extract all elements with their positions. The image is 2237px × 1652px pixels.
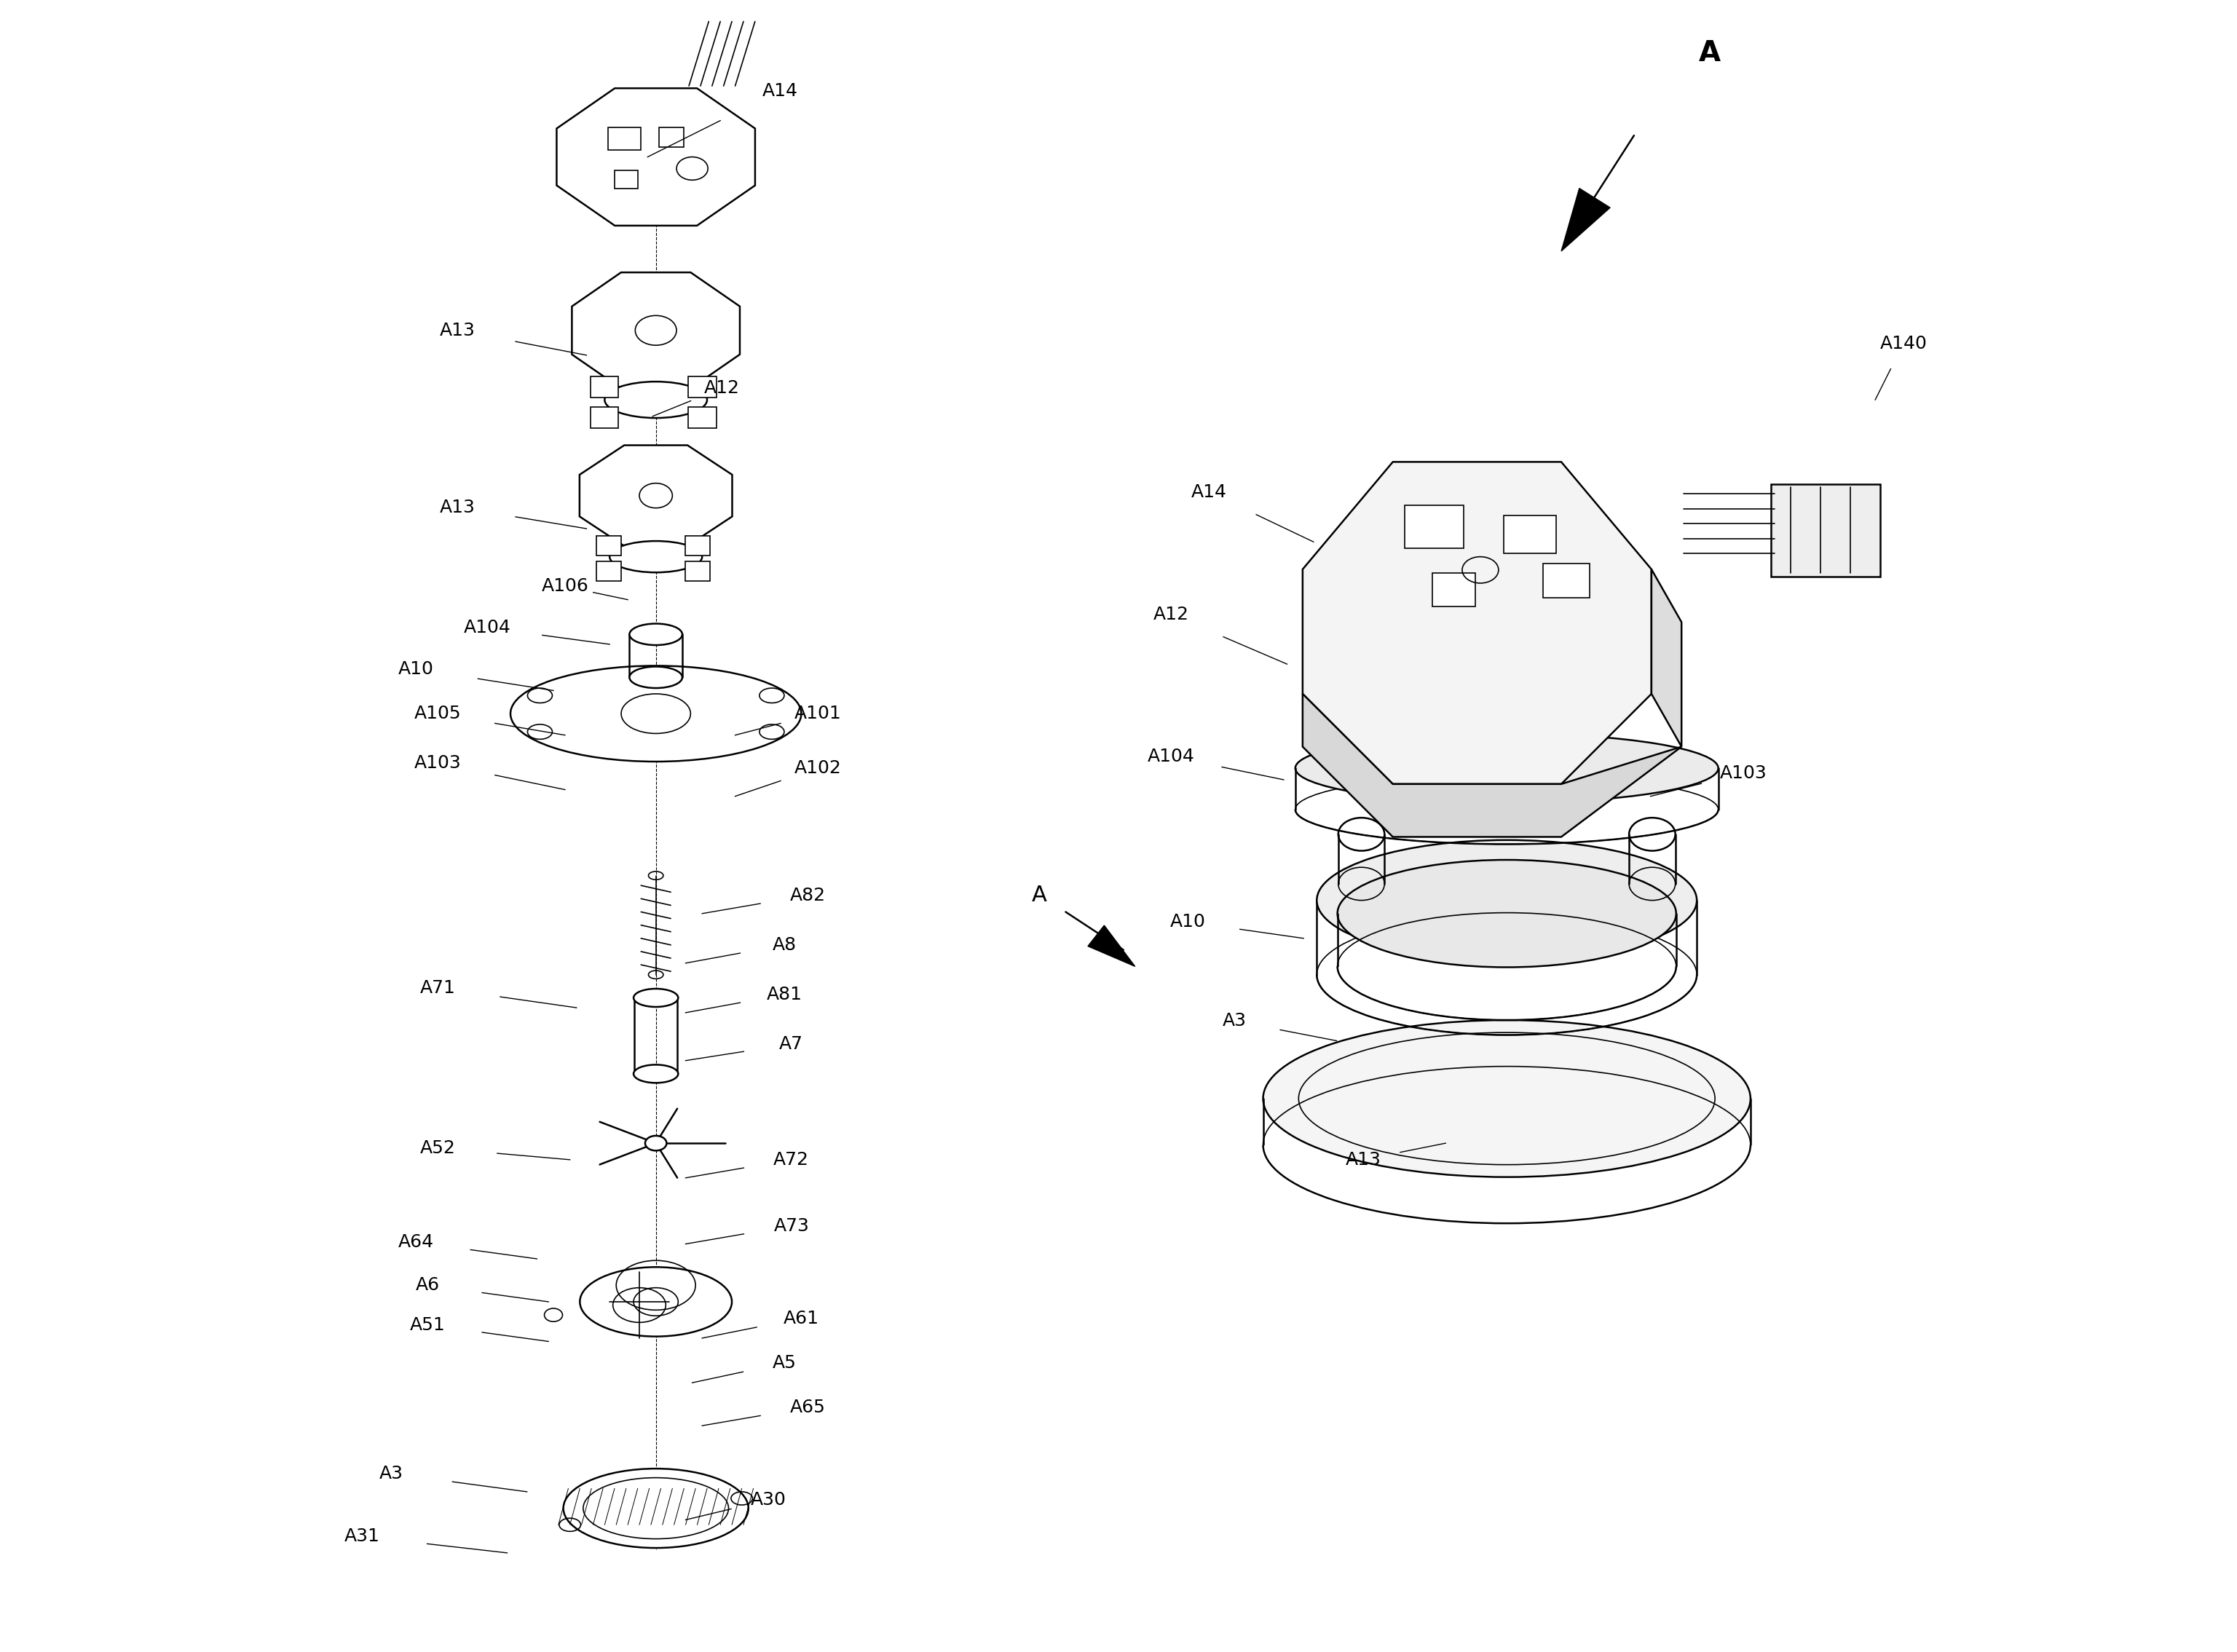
Text: A102: A102 — [794, 760, 841, 776]
Ellipse shape — [1629, 818, 1676, 851]
Polygon shape — [1087, 925, 1134, 966]
Text: A14: A14 — [1192, 484, 1228, 501]
Text: A64: A64 — [398, 1234, 434, 1251]
Polygon shape — [579, 446, 731, 545]
Text: A12: A12 — [705, 380, 740, 396]
FancyBboxPatch shape — [1544, 563, 1591, 598]
FancyBboxPatch shape — [1432, 573, 1476, 606]
Polygon shape — [1302, 694, 1682, 838]
Ellipse shape — [1338, 859, 1676, 966]
Ellipse shape — [644, 1137, 667, 1150]
Polygon shape — [1302, 463, 1651, 785]
Ellipse shape — [579, 1267, 731, 1336]
Text: A61: A61 — [783, 1310, 819, 1327]
Polygon shape — [557, 88, 756, 226]
Text: A105: A105 — [414, 705, 461, 722]
Text: A: A — [1700, 40, 1720, 66]
Text: A82: A82 — [790, 887, 825, 904]
Ellipse shape — [564, 1469, 749, 1548]
Text: A31: A31 — [344, 1528, 380, 1545]
FancyBboxPatch shape — [615, 170, 638, 188]
FancyBboxPatch shape — [660, 127, 685, 147]
FancyBboxPatch shape — [685, 535, 709, 555]
Ellipse shape — [1264, 1019, 1752, 1176]
FancyBboxPatch shape — [1405, 506, 1463, 548]
Text: A103: A103 — [414, 755, 461, 771]
Text: A106: A106 — [541, 578, 588, 595]
Ellipse shape — [1295, 733, 1718, 803]
Text: A3: A3 — [1221, 1013, 1246, 1029]
Text: A3: A3 — [380, 1465, 403, 1482]
Ellipse shape — [528, 689, 553, 704]
Text: A10: A10 — [398, 661, 434, 677]
Ellipse shape — [633, 1064, 678, 1084]
Ellipse shape — [510, 666, 801, 762]
Text: A81: A81 — [767, 986, 803, 1003]
Text: A52: A52 — [421, 1140, 456, 1156]
Ellipse shape — [1318, 839, 1698, 960]
Ellipse shape — [629, 666, 682, 687]
Text: A13: A13 — [1344, 1151, 1380, 1168]
Text: A7: A7 — [778, 1036, 803, 1052]
Text: A10: A10 — [1170, 914, 1206, 930]
FancyBboxPatch shape — [685, 562, 709, 582]
Text: A71: A71 — [421, 980, 456, 996]
FancyBboxPatch shape — [689, 377, 716, 398]
FancyBboxPatch shape — [591, 377, 617, 398]
Text: A6: A6 — [416, 1277, 441, 1294]
Text: A13: A13 — [441, 322, 476, 339]
Ellipse shape — [633, 988, 678, 1006]
Ellipse shape — [758, 724, 785, 738]
Ellipse shape — [528, 724, 553, 738]
Text: A103: A103 — [1720, 765, 1767, 781]
FancyBboxPatch shape — [1503, 515, 1557, 553]
Text: A101: A101 — [794, 705, 841, 722]
Ellipse shape — [758, 689, 785, 704]
Text: A72: A72 — [774, 1151, 810, 1168]
FancyBboxPatch shape — [597, 535, 622, 555]
Ellipse shape — [1338, 818, 1385, 851]
Polygon shape — [573, 273, 740, 388]
Text: A140: A140 — [1879, 335, 1926, 352]
Text: A65: A65 — [790, 1399, 825, 1416]
Ellipse shape — [611, 542, 702, 573]
Text: A14: A14 — [763, 83, 799, 99]
Text: A8: A8 — [772, 937, 796, 953]
Text: A30: A30 — [749, 1492, 785, 1508]
FancyBboxPatch shape — [591, 406, 617, 428]
Ellipse shape — [629, 624, 682, 644]
Ellipse shape — [604, 382, 707, 418]
Text: A5: A5 — [772, 1355, 796, 1371]
Text: A13: A13 — [441, 499, 476, 515]
Polygon shape — [1561, 188, 1611, 251]
FancyBboxPatch shape — [597, 562, 622, 582]
FancyBboxPatch shape — [689, 406, 716, 428]
Text: A51: A51 — [409, 1317, 445, 1333]
Text: A12: A12 — [1154, 606, 1190, 623]
FancyBboxPatch shape — [608, 127, 642, 150]
Text: A: A — [1031, 885, 1047, 905]
Text: A104: A104 — [1148, 748, 1195, 765]
Text: A73: A73 — [774, 1218, 810, 1234]
Polygon shape — [1651, 570, 1682, 747]
FancyBboxPatch shape — [1772, 484, 1879, 577]
Text: A104: A104 — [463, 620, 510, 636]
